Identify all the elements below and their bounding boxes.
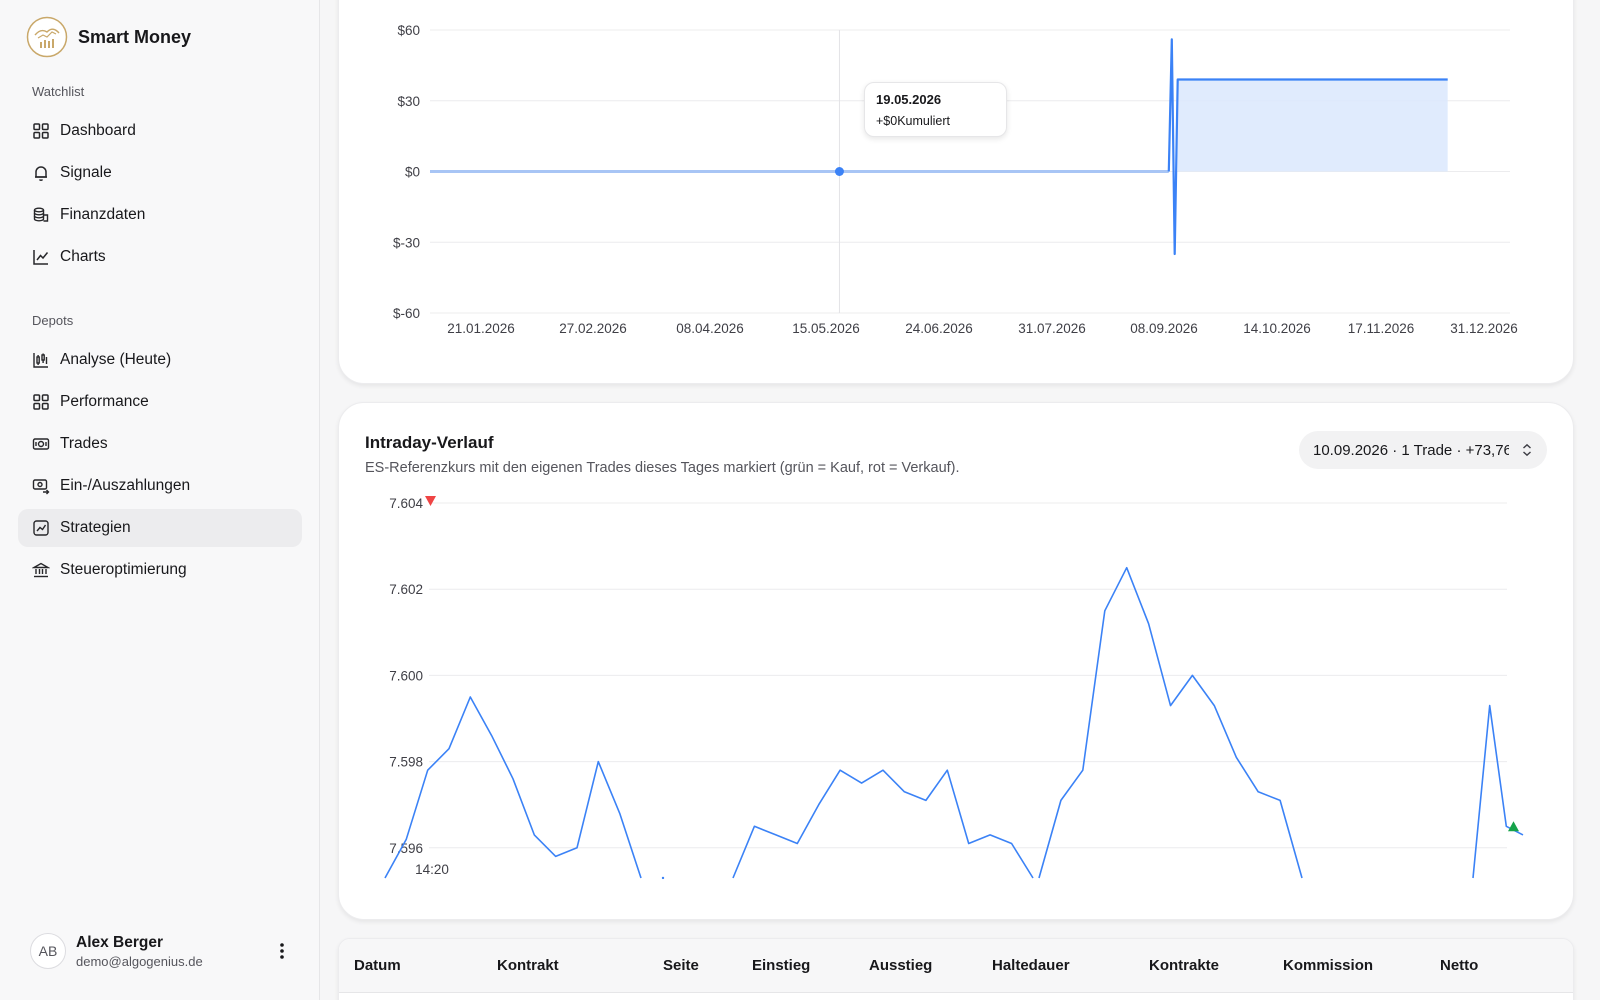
cumulative-pnl-card: $60 $30 $0 $-30 $-60 21.01.2026 27.02.2026 08.0…: [338, 0, 1574, 384]
area-fill: [1177, 79, 1448, 172]
sidebar: Smart Money Watchlist Dashboard Signale …: [0, 0, 320, 1000]
chart-square-icon: [33, 520, 49, 536]
sidebar-item-label: Dashboard: [60, 122, 136, 139]
cash-transfer-icon: [32, 479, 50, 495]
x-tick-label: 08.04.2026: [676, 321, 744, 336]
section-label-depots: Depots: [32, 313, 74, 328]
cumulative-series-line: [1167, 38, 1448, 256]
sidebar-item-analyse-heute[interactable]: Analyse (Heute): [18, 341, 302, 379]
column-header-datum[interactable]: Datum: [354, 957, 401, 974]
sidebar-item-signale[interactable]: Signale: [18, 154, 302, 192]
day-select[interactable]: 10.09.2026 · 1 Trade · +73,76: [1299, 431, 1547, 469]
intraday-title: Intraday-Verlauf: [365, 433, 494, 452]
price-series-line: [1038, 566, 1303, 879]
column-header-kommission[interactable]: Kommission: [1283, 957, 1374, 974]
sidebar-item-label: Performance: [60, 393, 149, 410]
sidebar-item-trades[interactable]: Trades: [18, 425, 302, 463]
price-series-line: [384, 696, 642, 879]
candlestick-icon: [33, 353, 48, 368]
banknote-icon: [32, 438, 50, 450]
user-profile[interactable]: AB Alex Berger demo@algogenius.de: [30, 933, 292, 969]
x-tick-label: 31.07.2026: [1018, 321, 1086, 336]
y-tick-label: 7.604: [389, 496, 423, 511]
price-series-line: [732, 769, 1034, 879]
depots-nav: Analyse (Heute) Performance Trades Ein-/…: [18, 341, 302, 593]
grid-icon: [33, 394, 49, 410]
tooltip-date: 19.05.2026: [876, 92, 942, 107]
day-select-value: 10.09.2026 · 1 Trade · +73,76: [1313, 441, 1509, 459]
table-header: Datum Kontrakt Seite Einstieg Ausstieg Halted…: [339, 939, 1573, 993]
sidebar-item-ein-auszahlungen[interactable]: Ein-/Auszahlungen: [18, 467, 302, 505]
column-header-netto[interactable]: Netto: [1440, 957, 1479, 974]
app-name: Smart Money: [78, 26, 192, 47]
avatar: AB: [30, 933, 66, 969]
highlight-point: [834, 167, 844, 176]
y-tick-label: $30: [397, 94, 420, 109]
chart-tooltip: 19.05.2026 +$0Kumuliert: [864, 82, 1007, 137]
column-header-einstieg[interactable]: Einstieg: [752, 957, 811, 974]
column-header-seite[interactable]: Seite: [663, 957, 699, 974]
y-tick-label: $-60: [393, 306, 420, 321]
sidebar-item-steueroptimierung[interactable]: Steueroptimierung: [18, 551, 302, 589]
sidebar-item-performance[interactable]: Performance: [18, 383, 302, 421]
watchlist-nav: Dashboard Signale Finanzdaten Charts: [18, 112, 302, 280]
chevron-up-down-icon: [1523, 443, 1531, 457]
sidebar-item-label: Strategien: [60, 519, 131, 536]
sidebar-item-label: Analyse (Heute): [60, 351, 172, 368]
trades-table: Datum Kontrakt Seite Einstieg Ausstieg Halted…: [338, 938, 1574, 1000]
sidebar-item-label: Signale: [60, 164, 112, 181]
sidebar-item-charts[interactable]: Charts: [18, 238, 302, 276]
y-tick-label: $-30: [393, 235, 420, 250]
user-name: Alex Berger: [76, 933, 164, 951]
y-tick-label: 7.600: [389, 668, 423, 683]
price-point: [661, 876, 665, 880]
bell-icon: [35, 166, 47, 182]
x-tick-label: 15.05.2026: [792, 321, 860, 336]
y-tick-label: 7.598: [389, 755, 423, 770]
line-chart-icon: [33, 250, 49, 265]
x-tick-label: 24.06.2026: [905, 321, 973, 336]
sidebar-item-finanzdaten[interactable]: Finanzdaten: [18, 196, 302, 234]
intraday-subtitle: ES-Referenzkurs mit den eigenen Trades d…: [365, 460, 960, 476]
tooltip-value: +$0Kumuliert: [876, 114, 950, 128]
sidebar-item-label: Ein-/Auszahlungen: [60, 477, 191, 494]
sidebar-item-label: Trades: [60, 435, 108, 452]
y-tick-label: 7.602: [389, 582, 423, 597]
x-tick-label: 14:20: [415, 862, 449, 877]
sidebar-item-dashboard[interactable]: Dashboard: [18, 112, 302, 150]
bank-icon: [32, 562, 50, 578]
brand[interactable]: Smart Money: [26, 16, 191, 58]
column-header-haltedauer[interactable]: Haltedauer: [992, 957, 1070, 974]
x-tick-label: 08.09.2026: [1130, 321, 1198, 336]
sidebar-item-label: Charts: [60, 248, 106, 265]
user-email: demo@algogenius.de: [76, 953, 203, 969]
column-header-kontrakte[interactable]: Kontrakte: [1149, 957, 1220, 974]
y-tick-label: $0: [405, 165, 420, 180]
cumulative-pnl-chart[interactable]: $60 $30 $0 $-30 $-60 21.01.2026 27.02.2026 08.0…: [339, 0, 1574, 384]
x-tick-label: 14.10.2026: [1243, 321, 1311, 336]
coins-icon: [33, 207, 49, 222]
sidebar-item-label: Finanzdaten: [60, 206, 146, 223]
column-header-ausstieg[interactable]: Ausstieg: [869, 957, 933, 974]
price-series-line: [1472, 704, 1524, 879]
x-tick-label: 31.12.2026: [1450, 321, 1518, 336]
y-tick-label: $60: [397, 23, 420, 38]
smart-money-logo-icon: [26, 16, 68, 58]
intraday-card: Intraday-Verlauf ES-Referenzkurs mit den…: [338, 402, 1574, 920]
x-tick-label: 21.01.2026: [447, 321, 515, 336]
section-label-watchlist: Watchlist: [32, 84, 85, 99]
buy-marker: [1508, 821, 1519, 832]
sidebar-item-strategien[interactable]: Strategien: [18, 509, 302, 547]
sell-marker: [425, 496, 436, 506]
y-tick-label: 7.596: [389, 841, 423, 856]
grid-icon: [33, 123, 49, 139]
x-tick-label: 27.02.2026: [559, 321, 627, 336]
sidebar-item-label: Steueroptimierung: [60, 561, 187, 578]
more-vertical-icon[interactable]: [272, 941, 292, 961]
column-header-kontrakt[interactable]: Kontrakt: [497, 957, 559, 974]
intraday-chart[interactable]: 7.604 7.602 7.600 7.598 7.596 14:20: [339, 403, 1574, 920]
x-tick-label: 17.11.2026: [1348, 321, 1415, 336]
